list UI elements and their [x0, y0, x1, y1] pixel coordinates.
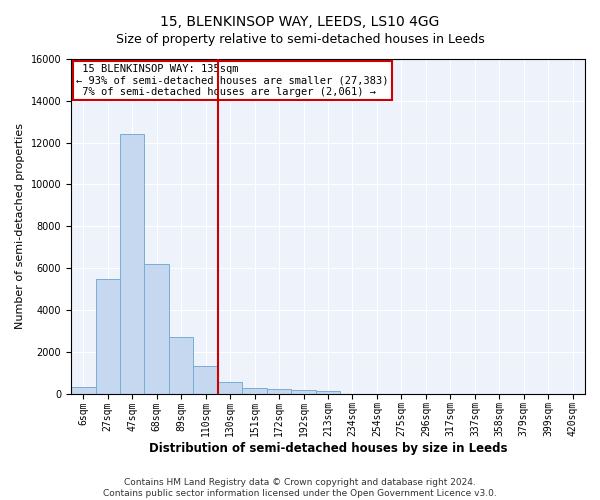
- Bar: [193, 366, 218, 394]
- Bar: [292, 390, 316, 394]
- Bar: [218, 382, 242, 394]
- Bar: [71, 388, 95, 394]
- Bar: [145, 264, 169, 394]
- Text: 15 BLENKINSOP WAY: 135sqm
← 93% of semi-detached houses are smaller (27,383)
 7%: 15 BLENKINSOP WAY: 135sqm ← 93% of semi-…: [76, 64, 389, 97]
- Y-axis label: Number of semi-detached properties: Number of semi-detached properties: [15, 124, 25, 330]
- Text: 15, BLENKINSOP WAY, LEEDS, LS10 4GG: 15, BLENKINSOP WAY, LEEDS, LS10 4GG: [160, 15, 440, 29]
- Text: Contains HM Land Registry data © Crown copyright and database right 2024.
Contai: Contains HM Land Registry data © Crown c…: [103, 478, 497, 498]
- X-axis label: Distribution of semi-detached houses by size in Leeds: Distribution of semi-detached houses by …: [149, 442, 507, 455]
- Bar: [242, 388, 267, 394]
- Bar: [267, 390, 292, 394]
- Bar: [95, 278, 120, 394]
- Text: Size of property relative to semi-detached houses in Leeds: Size of property relative to semi-detach…: [116, 32, 484, 46]
- Bar: [169, 337, 193, 394]
- Bar: [316, 392, 340, 394]
- Bar: [120, 134, 145, 394]
